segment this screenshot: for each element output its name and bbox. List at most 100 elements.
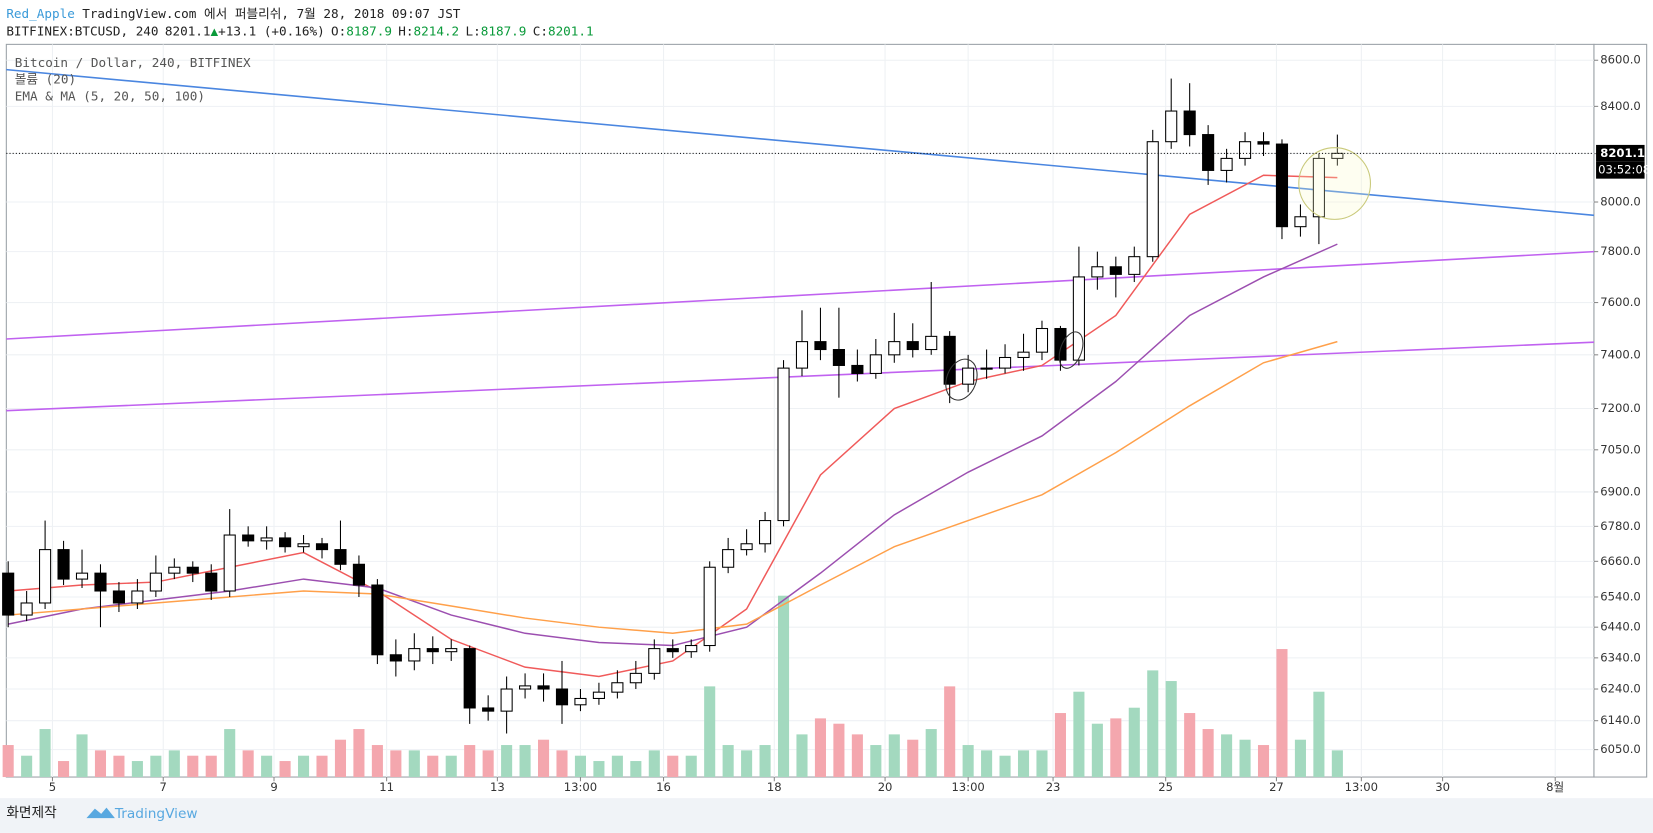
x-tick-label: 16: [656, 780, 671, 794]
volume-bar: [888, 734, 900, 778]
y-tick-label: 8400.0: [1600, 99, 1641, 113]
volume-bar: [1147, 670, 1159, 778]
candle-body: [482, 707, 495, 712]
candle-body: [20, 602, 33, 616]
candle-body: [279, 537, 292, 548]
volume-bar: [814, 718, 826, 778]
candle-body: [75, 572, 89, 580]
candle-body: [759, 520, 772, 545]
candle-body: [777, 367, 790, 522]
candle-body: [1275, 143, 1289, 228]
x-tick-label: 9: [270, 780, 277, 794]
candle-body: [666, 648, 679, 653]
ohlc-key: O:: [331, 23, 346, 38]
countdown-label: 03:52:08: [1598, 163, 1650, 177]
y-tick-label: 6240.0: [1600, 682, 1641, 696]
candle-body: [1035, 327, 1049, 353]
volume-bar: [1054, 713, 1066, 778]
candle-body: [685, 645, 698, 653]
ohlc-key: C:: [533, 23, 548, 38]
volume-bar: [704, 686, 716, 778]
x-tick-label: 8월: [1546, 780, 1564, 794]
volume-bar: [316, 755, 328, 778]
volume-bar: [445, 755, 457, 778]
ohlc-key: H:: [398, 23, 413, 38]
volume-bar: [279, 761, 291, 778]
x-tick-label: 13:00: [1345, 780, 1378, 794]
brand[interactable]: TradingView: [114, 806, 198, 822]
y-tick-label: 6140.0: [1600, 713, 1641, 727]
candle-body: [334, 549, 347, 565]
footer-bar: [0, 798, 1653, 833]
volume-bar: [519, 745, 531, 778]
x-tick-label: 11: [379, 780, 394, 794]
volume-bar: [408, 750, 420, 778]
x-tick-label: 30: [1435, 780, 1450, 794]
candle-body: [998, 356, 1012, 369]
y-tick-label: 6540.0: [1600, 589, 1641, 603]
volume-bar: [574, 755, 586, 778]
volume-bar: [759, 745, 771, 778]
countdown-box: [1596, 161, 1645, 179]
candle-body: [519, 685, 532, 690]
candle-body: [1238, 141, 1252, 159]
candle-body: [408, 648, 421, 662]
x-tick-label: 5: [49, 780, 56, 794]
candle-body: [555, 688, 569, 706]
ohlc-value: 8201.1: [548, 23, 594, 38]
change: +13.1 (+0.16%): [218, 23, 325, 38]
volume-bar: [150, 755, 162, 778]
candle-body: [463, 648, 476, 709]
volume-bar: [427, 755, 439, 778]
volume-bar: [1017, 750, 1030, 778]
x-tick-label: 27: [1269, 780, 1284, 794]
candle-body: [1183, 110, 1196, 136]
candle-body: [205, 572, 218, 592]
legend-entry: Bitcoin / Dollar, 240, BITFINEX: [15, 55, 251, 70]
candle-body: [445, 648, 458, 653]
volume-bar: [2, 745, 14, 778]
candle-body: [851, 364, 864, 374]
volume-bar: [1276, 649, 1288, 778]
candle-body: [57, 549, 70, 580]
x-tick-label: 18: [767, 780, 782, 794]
highlight-ellipse: [945, 358, 978, 401]
volume-bar: [1257, 745, 1270, 778]
volume-bar: [1128, 707, 1140, 778]
volume-bar: [168, 750, 180, 778]
volume-bar: [611, 755, 623, 778]
candle-body: [740, 543, 753, 551]
y-tick-label: 7800.0: [1600, 244, 1641, 258]
candle-body: [352, 563, 365, 586]
volume-bar: [944, 686, 956, 778]
volume-bar: [224, 729, 236, 778]
y-tick-label: 6900.0: [1600, 484, 1641, 498]
volume-bar: [685, 755, 697, 778]
volume-bar: [1184, 713, 1196, 778]
volume-bar: [501, 745, 513, 778]
candle-body: [315, 543, 329, 551]
candle-body: [242, 534, 255, 542]
y-tick-label: 8000.0: [1600, 195, 1641, 209]
volume-bar: [1073, 691, 1085, 778]
x-tick-label: 20: [878, 780, 893, 794]
volume-bar: [1294, 739, 1306, 778]
author[interactable]: Red_Apple: [6, 5, 75, 20]
candle-body: [94, 572, 107, 592]
volume-bar: [1036, 750, 1048, 778]
volume-bar: [298, 755, 310, 778]
candle-body: [112, 590, 126, 604]
y-tick-label: 7200.0: [1600, 401, 1641, 415]
volume-bar: [334, 739, 347, 778]
trend-line: [6, 250, 1595, 340]
candle-body: [39, 549, 52, 604]
y-tick-label: 7050.0: [1600, 442, 1641, 456]
volume-bar: [593, 761, 605, 778]
volume-bar: [261, 755, 273, 778]
x-tick-label: 23: [1046, 780, 1061, 794]
candle-body: [832, 349, 845, 366]
last-price-box: [1596, 144, 1645, 162]
volume-bar: [925, 729, 937, 778]
candle-body: [648, 648, 661, 674]
candle-body: [1128, 256, 1141, 275]
